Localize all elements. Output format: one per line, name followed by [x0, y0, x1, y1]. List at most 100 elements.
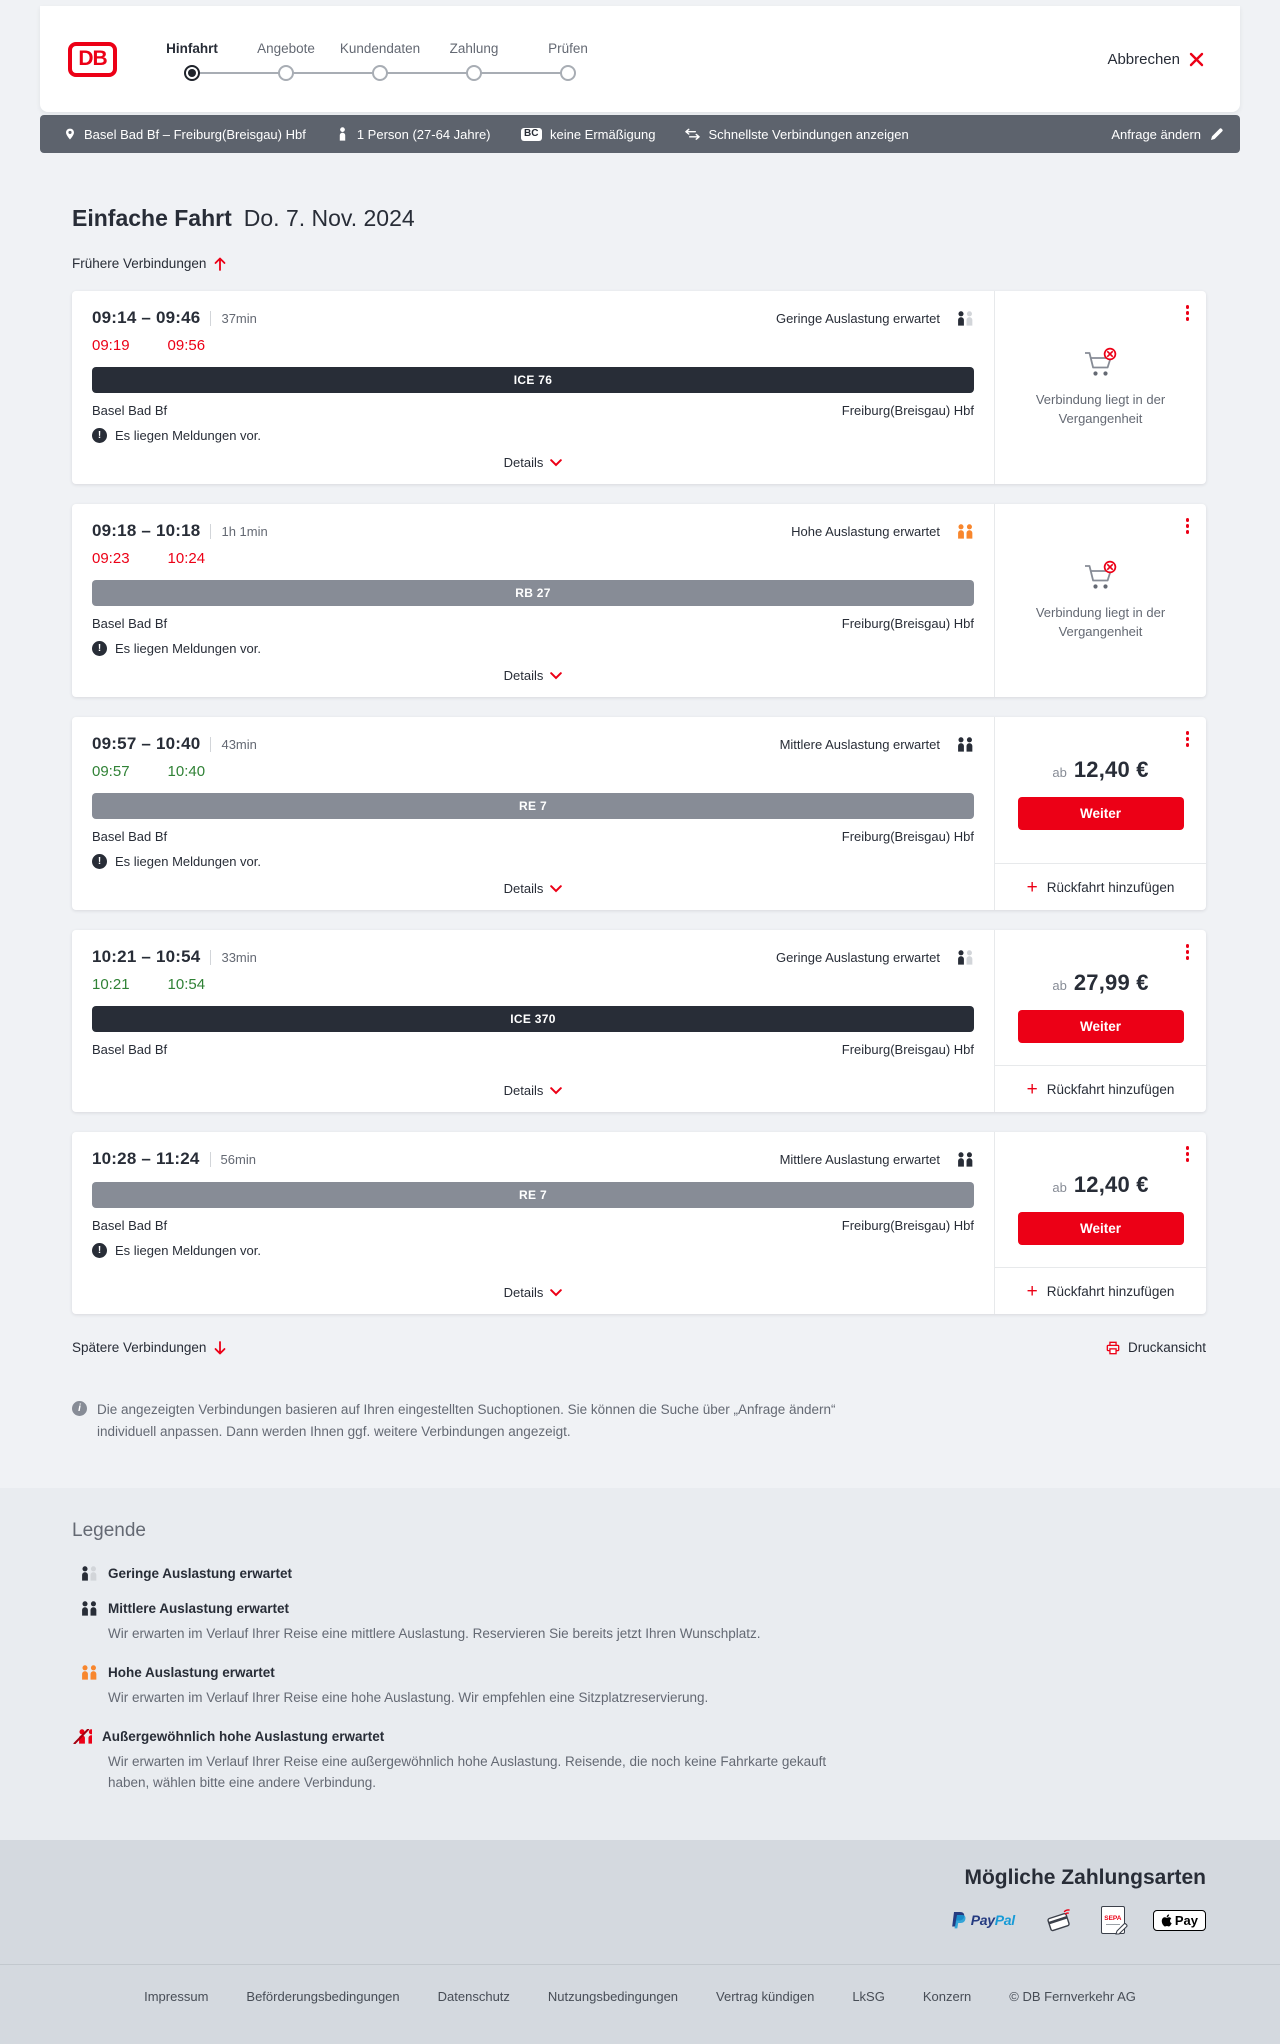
step-zahlung[interactable]: Zahlung: [427, 41, 521, 81]
add-return-button[interactable]: + Rückfahrt hinzufügen: [1027, 1080, 1175, 1099]
kebab-menu-button[interactable]: [1182, 301, 1194, 325]
legend-item-low: Geringe Auslastung erwartet: [72, 1566, 1206, 1581]
connection-card-5: 10:28 – 11:24 56min Mittlere Auslastung …: [72, 1132, 1206, 1314]
cancel-button[interactable]: Abbrechen: [1107, 51, 1204, 68]
kebab-menu-button[interactable]: [1182, 940, 1194, 964]
past-connection-panel: Verbindung liegt in der Vergangenheit: [995, 504, 1206, 697]
occupancy-indicator: Mittlere Auslastung erwartet: [780, 737, 974, 752]
earlier-connections-label: Frühere Verbindungen: [72, 256, 207, 271]
origin-station: Basel Bad Bf: [92, 403, 168, 418]
continue-button[interactable]: Weiter: [1017, 1212, 1184, 1245]
stations-row: Basel Bad Bf Freiburg(Breisgau) Hbf: [92, 829, 974, 844]
train-bar: ICE 370: [92, 1006, 974, 1032]
swap-arrows-icon: [685, 128, 701, 140]
add-return-row: + Rückfahrt hinzufügen: [995, 1267, 1206, 1314]
step-kundendaten[interactable]: Kundendaten: [333, 41, 427, 81]
step-angebote[interactable]: Angebote: [239, 41, 333, 81]
payment-title: Mögliche Zahlungsarten: [964, 1866, 1206, 1889]
payment-section: Mögliche Zahlungsarten PayPal: [0, 1840, 1280, 1964]
step-dot: [560, 65, 576, 81]
add-return-button[interactable]: + Rückfahrt hinzufügen: [1027, 1282, 1175, 1301]
sepa-label: SEPA: [1104, 1914, 1122, 1922]
details-button[interactable]: Details: [504, 656, 563, 683]
details-label: Details: [503, 668, 544, 683]
details-button[interactable]: Details: [504, 1071, 563, 1098]
spacer: [0, 1442, 1280, 1488]
footer-link-befoerderungsbedingungen[interactable]: Beförderungsbedingungen: [246, 1989, 400, 2004]
destination-station: Freiburg(Breisgau) Hbf: [841, 403, 974, 418]
connection-card-2: 09:18 – 10:18 1h 1min Hohe Auslastung er…: [72, 504, 1206, 697]
trip-query-bar: Basel Bad Bf – Freiburg(Breisgau) Hbf 1 …: [40, 115, 1240, 153]
connection-duration: 56min: [220, 1151, 256, 1167]
price-prefix: ab: [1052, 978, 1067, 993]
step-hinfahrt[interactable]: Hinfahrt: [145, 41, 239, 81]
kebab-menu-button[interactable]: [1182, 1142, 1194, 1166]
add-return-button[interactable]: + Rückfahrt hinzufügen: [1027, 878, 1175, 897]
details-button[interactable]: Details: [504, 1273, 563, 1300]
actual-arrival: 10:24: [167, 550, 206, 567]
connection-card-4: 10:21 – 10:54 33min Geringe Auslastung e…: [72, 930, 1206, 1112]
later-connections-button[interactable]: Spätere Verbindungen: [72, 1340, 226, 1355]
details-button[interactable]: Details: [504, 869, 563, 896]
chevron-down-icon: [550, 1087, 562, 1095]
site-footer: Impressum Beförderungsbedingungen Datens…: [0, 1964, 1280, 2044]
db-logo-text: DB: [78, 47, 107, 70]
app-header: DB Hinfahrt Angebote Kundendaten Zahlung…: [40, 6, 1240, 112]
sort-text: Schnellste Verbindungen anzeigen: [708, 126, 909, 142]
stations-row: Basel Bad Bf Freiburg(Breisgau) Hbf: [92, 1042, 974, 1057]
paypal-word-2: Pal: [994, 1912, 1015, 1928]
price-value: 12,40 €: [1073, 757, 1149, 782]
add-return-row: + Rückfahrt hinzufügen: [995, 1065, 1206, 1112]
footer-link-konzern[interactable]: Konzern: [922, 1989, 972, 2004]
print-view-button[interactable]: Druckansicht: [1106, 1340, 1206, 1355]
print-view-label: Druckansicht: [1127, 1340, 1206, 1355]
actual-arrival: 10:40: [167, 763, 206, 780]
actual-times: 10:21 10:54: [92, 976, 974, 993]
price-value: 27,99 €: [1073, 970, 1149, 995]
occupancy-high-icon: [948, 524, 974, 539]
step-pruefen[interactable]: Prüfen: [521, 41, 615, 81]
price-value: 12,40 €: [1073, 1172, 1149, 1197]
footer-link-lksg[interactable]: LkSG: [852, 1989, 885, 2004]
footer-link-datenschutz[interactable]: Datenschutz: [437, 1989, 510, 2004]
step-label: Prüfen: [548, 41, 588, 56]
footer-link-nutzungsbedingungen[interactable]: Nutzungsbedingungen: [547, 1989, 679, 2004]
cart-unavailable-icon: [1084, 560, 1116, 589]
legend-title: Legende: [72, 1520, 146, 1542]
close-icon: [1189, 52, 1204, 66]
occupancy-indicator: Geringe Auslastung erwartet: [776, 950, 974, 965]
origin-station: Basel Bad Bf: [92, 829, 168, 844]
separator: [209, 1151, 211, 1167]
step-label: Kundendaten: [339, 41, 421, 56]
legend-section: Legende Geringe Auslastung erwartet Mitt…: [0, 1488, 1280, 1840]
connection-side-panel: Verbindung liegt in der Vergangenheit: [994, 291, 1206, 484]
cancel-label: Abbrechen: [1107, 50, 1180, 68]
occupancy-high-icon: [72, 1665, 98, 1680]
occupancy-label: Mittlere Auslastung erwartet: [779, 1151, 940, 1167]
edit-request-button[interactable]: Anfrage ändern: [1111, 127, 1224, 142]
step-label: Angebote: [257, 41, 315, 56]
train-label: RB 27: [515, 586, 551, 600]
footer-link-impressum[interactable]: Impressum: [144, 1989, 209, 2004]
route-text: Basel Bad Bf – Freiburg(Breisgau) Hbf: [84, 126, 306, 142]
details-button[interactable]: Details: [504, 443, 563, 470]
legend-label: Geringe Auslastung erwartet: [108, 1566, 293, 1582]
edit-request-label: Anfrage ändern: [1111, 126, 1201, 142]
chevron-down-icon: [550, 1289, 562, 1297]
earlier-connections-button[interactable]: Frühere Verbindungen: [72, 256, 226, 271]
step-dot: [466, 65, 482, 81]
continue-button[interactable]: Weiter: [1017, 797, 1184, 830]
plus-icon: +: [1026, 1078, 1038, 1100]
passenger-summary: 1 Person (27-64 Jahre): [336, 127, 491, 142]
messages-row: ! Es liegen Meldungen vor.: [92, 428, 974, 443]
add-return-row: + Rückfahrt hinzufügen: [995, 863, 1206, 910]
passenger-text: 1 Person (27-64 Jahre): [356, 126, 491, 142]
continue-button[interactable]: Weiter: [1017, 1010, 1184, 1043]
price-panel: ab 12,40 € Weiter: [995, 757, 1206, 830]
legend-description: Wir erwarten im Verlauf Ihrer Reise eine…: [108, 1690, 709, 1706]
footer-link-vertrag-kuendigen[interactable]: Vertrag kündigen: [716, 1989, 815, 2004]
kebab-menu-button[interactable]: [1182, 727, 1194, 751]
kebab-menu-button[interactable]: [1182, 514, 1194, 538]
separator: [210, 949, 212, 965]
sort-summary: Schnellste Verbindungen anzeigen: [685, 126, 909, 142]
